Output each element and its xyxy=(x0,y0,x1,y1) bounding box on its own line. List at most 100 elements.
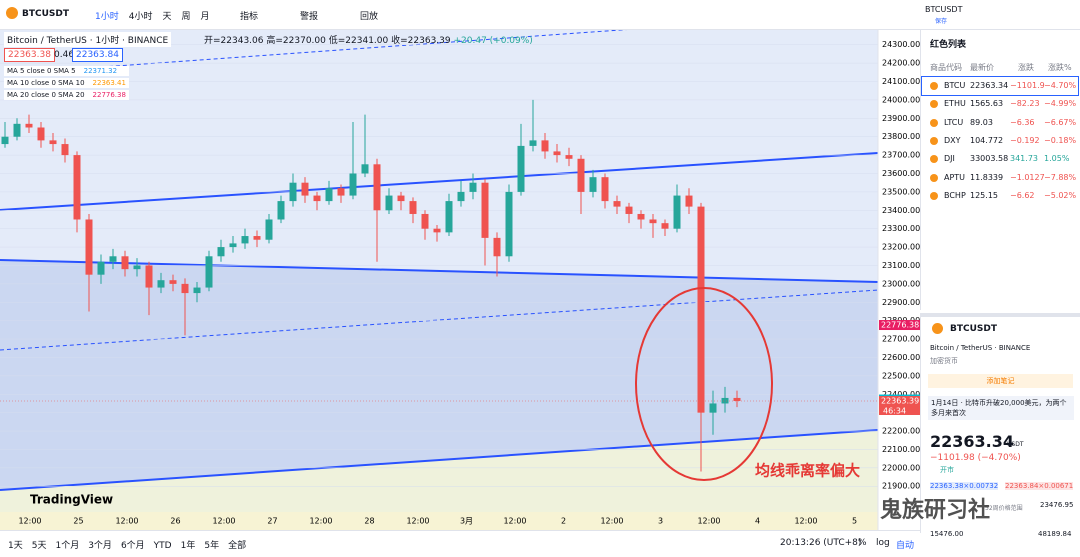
watchlist-row[interactable]: DJI 33003.58 341.73 1.05% xyxy=(922,150,1078,168)
status: 开市 xyxy=(940,466,954,474)
interval[interactable]: 周 xyxy=(181,12,191,22)
tool-button[interactable]: 指标 xyxy=(240,12,259,22)
tool-button[interactable]: 回放 xyxy=(360,12,379,22)
y-tick-label: 22900.00 xyxy=(882,298,920,307)
countdown: 46:34 xyxy=(883,406,906,415)
candle-body xyxy=(85,219,93,275)
tool-button[interactable]: 警报 xyxy=(300,12,319,22)
cell: 1.05% xyxy=(1044,154,1070,164)
coin-icon xyxy=(932,323,943,334)
candle-body xyxy=(109,256,117,262)
watchlist-row[interactable]: LTCU 89.03 −6.36 −6.67% xyxy=(922,114,1078,132)
save[interactable]: 保存 xyxy=(935,18,948,25)
candle-body xyxy=(625,206,633,214)
y-tick-label: 22700.00 xyxy=(882,335,920,344)
watchlist xyxy=(920,30,1080,310)
band-low xyxy=(0,430,878,512)
range-button[interactable]: 1年 xyxy=(180,541,196,551)
x-tick-label: 28 xyxy=(364,517,374,526)
x-tick-label: 3 xyxy=(658,517,663,526)
news[interactable]: 1月14日 · 比特币升破20,000美元，为两个多月来首次 xyxy=(928,396,1074,420)
range-label: 52周价格范围 xyxy=(985,505,1023,512)
change: +20.47 (+0.09%) xyxy=(453,36,533,46)
interval[interactable]: 1小时 xyxy=(95,12,119,22)
range-button[interactable]: 5年 xyxy=(204,541,220,551)
candle-body xyxy=(517,145,525,192)
add-note[interactable]: 添加笔记 xyxy=(928,374,1073,388)
clock: 20:13:26 (UTC+8) xyxy=(780,538,862,548)
layout-name[interactable]: BTCUSDT xyxy=(925,5,963,14)
candle-body xyxy=(169,280,177,284)
candle-body xyxy=(37,127,45,141)
ma-name: MA 20 close 0 SMA 20 xyxy=(7,91,85,99)
cell: 125.15 xyxy=(970,190,998,200)
column-header: 涨跌% xyxy=(1048,63,1072,72)
candle-body xyxy=(661,223,669,229)
candle-body xyxy=(61,144,69,156)
candle-body xyxy=(649,219,657,224)
bid: 22363.38×0.00732 xyxy=(930,482,999,490)
log[interactable]: log xyxy=(876,538,890,548)
candle-body xyxy=(673,195,681,229)
y-tick-label: 23900.00 xyxy=(882,114,920,123)
candle-body xyxy=(265,219,273,240)
candle-body xyxy=(205,256,213,288)
detail-price: 22363.34 xyxy=(930,432,1015,451)
range-button[interactable]: 全部 xyxy=(228,541,247,551)
watchlist-title[interactable]: 红色列表 xyxy=(930,40,967,50)
row-icon xyxy=(930,155,938,164)
cell: LTCU xyxy=(944,117,964,127)
range-button[interactable]: 1个月 xyxy=(55,541,80,551)
buy[interactable]: 22363.84 xyxy=(72,48,123,62)
candle-body xyxy=(709,403,717,413)
candle-body xyxy=(301,182,309,196)
price-tag xyxy=(879,395,920,406)
detail-change: −1101.98 (−4.70%) xyxy=(930,453,1021,463)
ma-value: 22776.38 xyxy=(92,91,126,99)
cell: 33003.58 xyxy=(970,154,1009,164)
x-tick-label: 12:00 xyxy=(794,517,817,526)
cell: −7.88% xyxy=(1044,172,1077,182)
range-button[interactable]: 3个月 xyxy=(88,541,112,551)
trend-line xyxy=(0,429,879,491)
symbol[interactable]: BTCUSDT xyxy=(22,9,70,19)
open: 开=22343.06 xyxy=(204,36,264,46)
range-button[interactable]: YTD xyxy=(153,541,172,551)
candle-body xyxy=(13,123,21,137)
sell[interactable]: 22363.38 xyxy=(4,48,55,62)
cell: BCHP xyxy=(944,190,966,200)
candle-body xyxy=(733,397,741,401)
ma-value: 22371.32 xyxy=(83,67,118,75)
watchlist-row[interactable]: BCHP 125.15 −6.62 −5.02% xyxy=(922,187,1078,205)
range-button[interactable]: 1天 xyxy=(8,541,23,551)
candle-body xyxy=(493,237,501,257)
candle-body xyxy=(181,283,189,294)
watchlist-row[interactable]: APTU 11.8339 −1.0127 −7.88% xyxy=(922,169,1078,187)
cell: −0.192 xyxy=(1010,135,1040,145)
watchlist-row[interactable]: ETHU 1565.63 −82.23 −4.99% xyxy=(922,95,1078,113)
candle-body xyxy=(553,151,561,156)
percent[interactable]: % xyxy=(858,538,867,548)
range-low: 15476.00 xyxy=(930,530,964,538)
x-tick-label: 25 xyxy=(73,517,83,526)
legend-title: Bitcoin / TetherUS · 1小时 · BINANCE xyxy=(4,32,172,47)
cell: 104.772 xyxy=(970,135,1004,145)
candle-body xyxy=(577,158,585,192)
auto[interactable]: 自动 xyxy=(896,541,915,551)
candle-body xyxy=(313,195,321,202)
row-icon xyxy=(930,100,938,109)
interval[interactable]: 天 xyxy=(162,12,172,22)
column-header: 最新价 xyxy=(970,63,994,72)
watchlist-row[interactable]: BTCU 22363.34 −1101.9 −4.70% xyxy=(921,76,1079,96)
y-tick-label: 23200.00 xyxy=(882,243,920,252)
range-button[interactable]: 6个月 xyxy=(120,541,145,551)
candle-body xyxy=(361,164,369,174)
range-button[interactable]: 5天 xyxy=(31,541,47,551)
interval[interactable]: 4小时 xyxy=(128,12,153,22)
annotation: 均线乖离率偏大 xyxy=(755,462,860,480)
watchlist-row[interactable]: DXY 104.772 −0.192 −0.18% xyxy=(922,132,1078,150)
candle-body xyxy=(193,287,201,294)
interval[interactable]: 月 xyxy=(200,12,210,22)
candle-body xyxy=(565,155,573,159)
y-tick-label: 23500.00 xyxy=(882,187,920,196)
